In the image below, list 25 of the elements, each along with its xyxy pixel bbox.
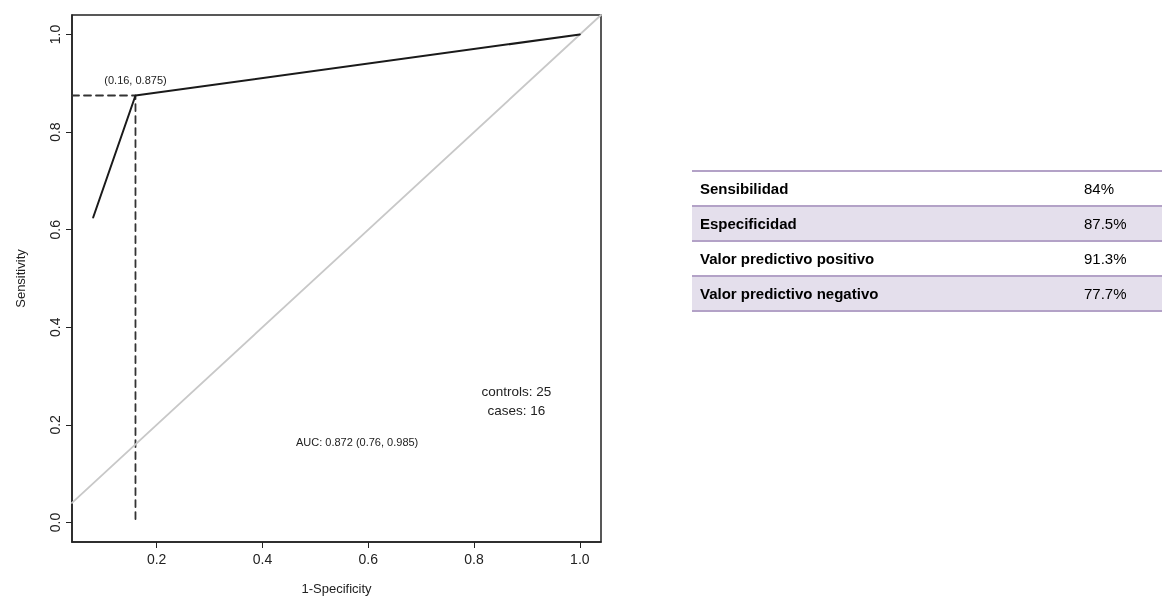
category-label: Valor predictivo positivo	[692, 241, 1076, 276]
category-label: Valor predictivo negativo	[692, 276, 1076, 311]
x-tick-label: 1.0	[570, 551, 590, 567]
y-tick-label: 0.8	[47, 122, 63, 142]
y-tick-label: 0.6	[47, 219, 63, 240]
x-axis-title: 1-Specificity	[301, 581, 373, 596]
text: 91.3%	[1084, 250, 1127, 267]
annotation: controls: 25	[481, 384, 552, 400]
annotation: (0.16, 0.875)	[104, 74, 167, 87]
y-tick-label: 0.2	[47, 414, 63, 435]
y-tick-label: 1.0	[47, 24, 63, 45]
x-tick-label: 0.2	[146, 551, 167, 567]
y-tick-label: 0.0	[47, 512, 63, 533]
x-tick-label: 0.6	[358, 551, 379, 567]
category-label: Especificidad	[692, 206, 1076, 241]
text: 77.7%	[1084, 285, 1127, 302]
annotation: cases: 16	[487, 403, 546, 419]
x-tick-label: 0.4	[252, 551, 273, 567]
y-axis-title: Sensitivity	[13, 248, 28, 308]
annotation: AUC: 0.872 (0.76, 0.985)	[295, 435, 419, 448]
text: 84%	[1084, 180, 1115, 197]
category-label: Sensibilidad	[692, 171, 1076, 206]
x-tick-label: 0.8	[464, 551, 484, 567]
y-tick-label: 0.4	[47, 317, 63, 338]
text: 87.5%	[1084, 215, 1127, 232]
